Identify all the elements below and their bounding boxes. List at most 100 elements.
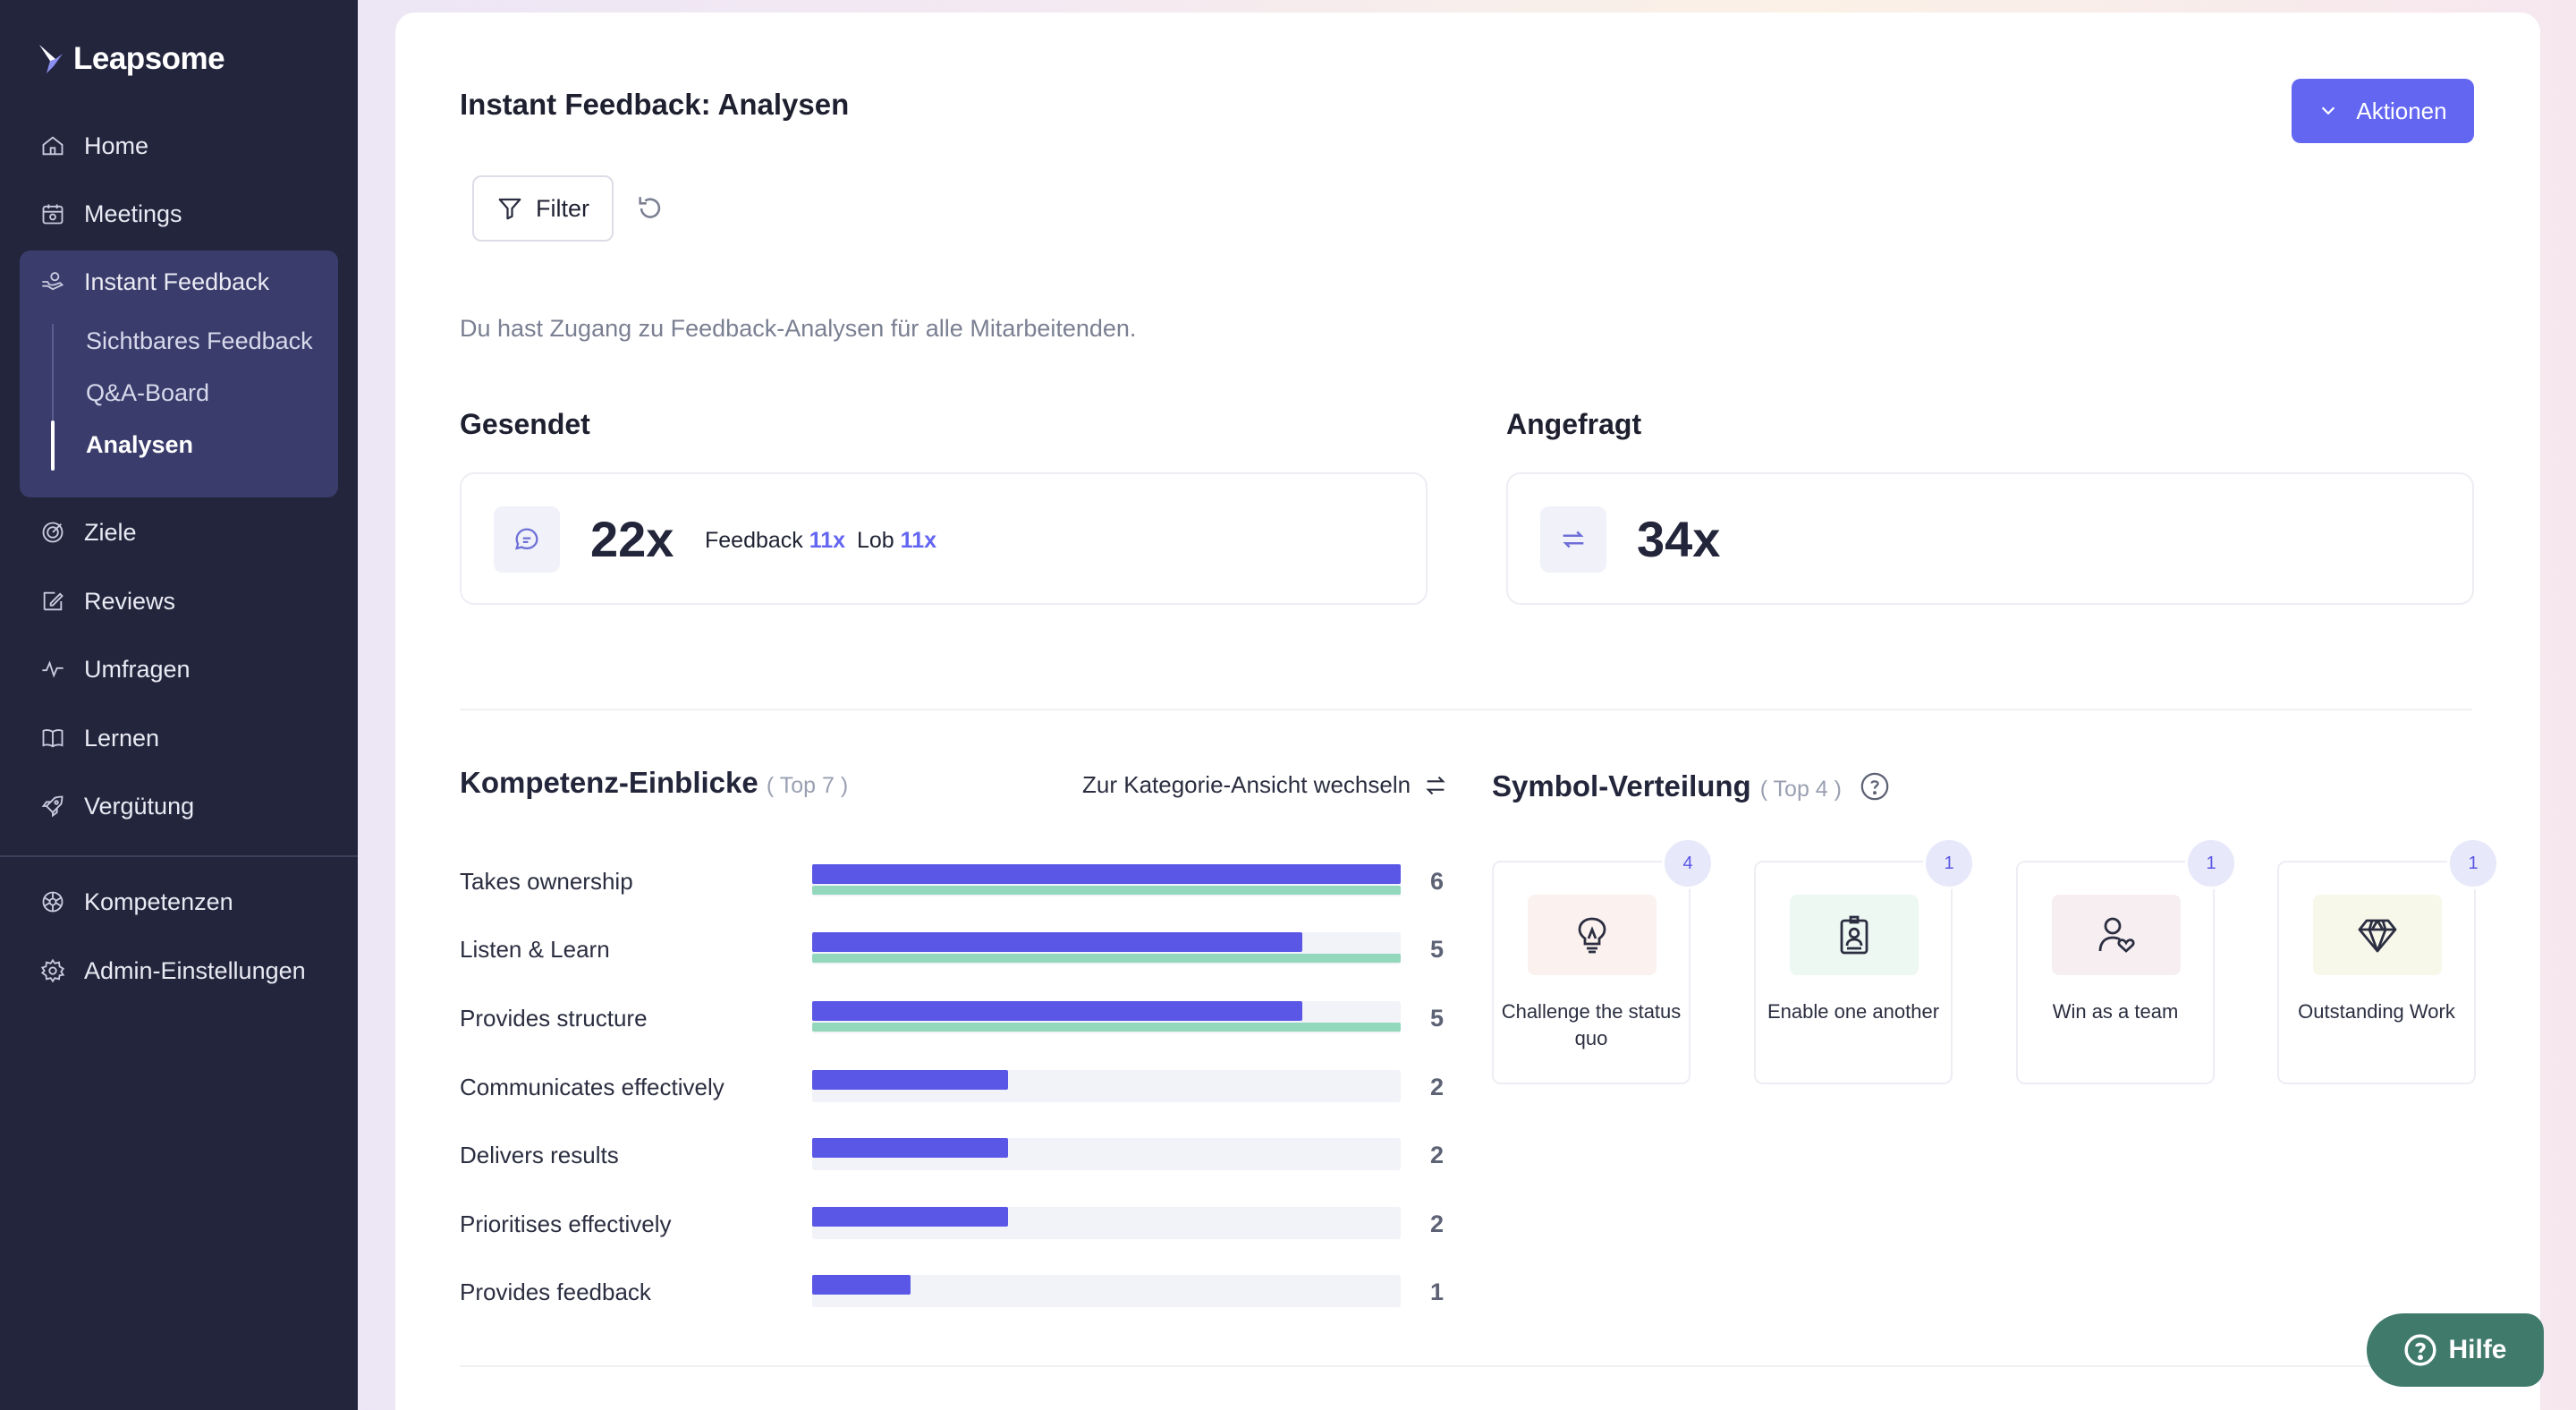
competency-row: Provides structure 5	[460, 1001, 1444, 1037]
sidebar-item-label: Umfragen	[84, 655, 191, 683]
gear-icon	[39, 957, 66, 984]
sidebar-item-lernen[interactable]: Lernen	[20, 709, 338, 767]
access-note: Du hast Zugang zu Feedback-Analysen für …	[460, 315, 1137, 342]
competency-value: 2	[1429, 1142, 1444, 1168]
requested-stat-box: 34x	[1506, 472, 2474, 605]
help-button-label: Hilfe	[2448, 1335, 2507, 1364]
requested-section-title: Angefragt	[1506, 408, 1642, 440]
target-icon	[39, 519, 66, 546]
sidebar-item-label: Admin-Einstellungen	[84, 956, 306, 984]
symbol-icon-bg	[2313, 895, 2442, 975]
swap-arrows-icon	[1426, 776, 1445, 794]
sidebar-item-label: Home	[84, 132, 149, 159]
section-divider	[460, 709, 2472, 710]
diamond-icon	[2358, 919, 2397, 953]
refresh-arrows-icon	[1540, 506, 1606, 573]
symbols-title: Symbol-Verteilung ( Top 4 )	[1492, 766, 1890, 803]
sent-stat-box: 22x Feedback 11x Lob 11x	[460, 472, 1428, 605]
person-heart-icon	[2098, 917, 2135, 953]
symbol-icon-bg	[2052, 895, 2181, 975]
competency-label: Provides feedback	[460, 1278, 651, 1305]
sidebar-item-ziele[interactable]: Ziele	[20, 504, 338, 561]
competency-row: Provides feedback 1	[460, 1275, 1444, 1311]
actions-button-label: Aktionen	[2356, 97, 2447, 124]
rocket-icon	[39, 793, 66, 820]
sidebar-item-reviews[interactable]: Reviews	[20, 573, 338, 630]
sent-feedback-breakdown: Feedback 11x	[705, 528, 845, 554]
symbol-label: Win as a team	[2052, 1000, 2179, 1023]
sidebar-subitem-analysen[interactable]: Analysen	[86, 431, 194, 458]
brand-logo[interactable]: Leapsome	[36, 39, 225, 79]
filter-icon	[498, 198, 521, 220]
section-divider-bottom	[460, 1365, 2472, 1367]
help-button[interactable]: Hilfe	[2367, 1313, 2544, 1387]
competency-label: Delivers results	[460, 1142, 619, 1168]
symbol-card-outstanding-work[interactable]: Outstanding Work	[2277, 861, 2476, 1084]
competency-label: Provides structure	[460, 1005, 648, 1032]
calendar-icon	[39, 200, 66, 227]
competency-value: 5	[1429, 936, 1444, 963]
sidebar-item-verguetung[interactable]: Vergütung	[20, 777, 338, 835]
main-content-card	[395, 13, 2540, 1410]
brand-name: Leapsome	[73, 41, 225, 76]
sidebar-item-label: Meetings	[84, 200, 182, 227]
symbol-card-enable-one-another[interactable]: Enable one another	[1754, 861, 1953, 1084]
sidebar-item-meetings[interactable]: Meetings	[20, 185, 338, 242]
symbol-label: Enable one another	[1767, 1000, 1940, 1023]
home-icon	[39, 132, 66, 159]
competency-bar-feedback	[812, 1001, 1302, 1021]
sent-praise-count: 11x	[900, 528, 937, 553]
competency-bar-feedback	[812, 1275, 911, 1295]
sidebar-item-label: Reviews	[84, 587, 176, 615]
sidebar-item-label: Ziele	[84, 518, 137, 546]
symbol-icon-bg	[1528, 895, 1657, 975]
competency-value: 1	[1429, 1278, 1444, 1305]
sidebar-subitem-sichtbares-feedback[interactable]: Sichtbares Feedback	[86, 327, 313, 354]
competency-label: Listen & Learn	[460, 936, 610, 963]
switch-category-view-label: Zur Kategorie-Ansicht wechseln	[1082, 771, 1411, 798]
sidebar-item-label: Lernen	[84, 724, 160, 752]
sidebar-item-kompetenzen[interactable]: Kompetenzen	[20, 873, 338, 930]
competency-bar-feedback	[812, 864, 1401, 884]
symbol-card-win-as-team[interactable]: Win as a team	[2016, 861, 2215, 1084]
sidebar-item-instant-feedback[interactable]: Instant Feedback	[20, 253, 338, 310]
sent-feedback-label: Feedback	[705, 528, 803, 553]
sidebar-item-admin-einstellungen[interactable]: Admin-Einstellungen	[20, 942, 338, 999]
competency-bar-praise	[812, 1023, 1401, 1032]
competencies-title-text: Kompetenz-Einblicke	[460, 766, 758, 799]
actions-button[interactable]: Aktionen	[2292, 79, 2474, 143]
sidebar-item-home[interactable]: Home	[20, 117, 338, 174]
sidebar-divider	[0, 855, 358, 857]
symbol-count-badge: 1	[1923, 837, 1975, 889]
sidebar: Leapsome Home Meetings Instant Feedback …	[0, 0, 358, 1410]
filter-button[interactable]: Filter	[472, 175, 614, 242]
chevron-down-icon	[2322, 106, 2335, 115]
competency-row: Takes ownership 6	[460, 864, 1444, 900]
sidebar-item-label: Kompetenzen	[84, 888, 233, 915]
competency-label: Communicates effectively	[460, 1074, 724, 1100]
sidebar-item-umfragen[interactable]: Umfragen	[20, 641, 338, 698]
competency-bar-feedback	[812, 1070, 1008, 1090]
network-icon	[39, 888, 66, 915]
competencies-top-label: ( Top 7 )	[766, 773, 849, 798]
competency-row: Prioritises effectively 2	[460, 1207, 1444, 1243]
competencies-title: Kompetenz-Einblicke ( Top 7 )	[460, 766, 848, 800]
competency-bar-praise	[812, 954, 1401, 963]
symbol-card-challenge-status-quo[interactable]: Challenge the status quo	[1492, 861, 1690, 1084]
subnav-line	[52, 324, 54, 471]
switch-category-view-link[interactable]: Zur Kategorie-Ansicht wechseln	[1082, 771, 1448, 799]
competency-label: Prioritises effectively	[460, 1210, 672, 1237]
symbol-count-badge: 1	[2185, 837, 2237, 889]
reset-filter-icon[interactable]	[635, 193, 665, 224]
lightbulb-icon	[1578, 917, 1606, 954]
filter-button-label: Filter	[536, 194, 589, 222]
question-circle-icon[interactable]	[1860, 771, 1890, 802]
sidebar-subitem-qa-board[interactable]: Q&A-Board	[86, 379, 210, 406]
competency-bar-feedback	[812, 1138, 1008, 1158]
feedback-hand-icon	[39, 268, 66, 295]
symbol-label: Challenge the status quo	[1501, 1000, 1682, 1049]
symbols-top-label: ( Top 4 )	[1759, 777, 1842, 802]
id-badge-icon	[1840, 915, 1868, 955]
sidebar-item-label: Vergütung	[84, 792, 195, 820]
competency-label: Takes ownership	[460, 868, 633, 895]
